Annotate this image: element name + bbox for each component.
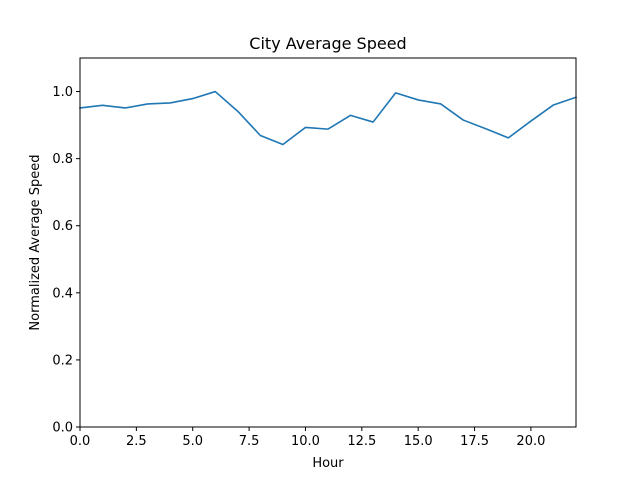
x-tick-label: 17.5 (460, 434, 489, 449)
x-tick-label: 7.5 (239, 434, 260, 449)
x-tick-label: 2.5 (126, 434, 147, 449)
y-tick-label: 1.0 (52, 85, 73, 100)
y-axis-label: Normalized Average Speed (28, 154, 43, 330)
x-tick-label: 20.0 (516, 434, 545, 449)
plot-frame (79, 57, 577, 428)
x-tick-label: 10.0 (291, 434, 320, 449)
x-axis-label: Hour (312, 456, 344, 471)
series-layer (79, 90, 578, 146)
x-tick-label: 0.0 (70, 434, 91, 449)
x-tick-label: 15.0 (404, 434, 433, 449)
x-axis: 0.0 2.5 5.0 7.5 10.0 12.5 15.0 17.5 20.0 (70, 427, 545, 449)
x-tick-label: 5.0 (182, 434, 203, 449)
y-tick-label: 0.4 (52, 286, 73, 301)
y-tick-label: 0.8 (52, 152, 73, 167)
chart-title: City Average Speed (249, 34, 406, 53)
y-tick-label: 0.2 (52, 353, 73, 368)
series-line (79, 90, 578, 146)
y-tick-label: 0.0 (52, 421, 73, 436)
x-tick-label: 12.5 (347, 434, 376, 449)
y-axis: 0.0 0.2 0.4 0.6 0.8 1.0 (52, 85, 80, 436)
y-tick-label: 0.6 (52, 219, 73, 234)
plot-area (79, 57, 578, 428)
